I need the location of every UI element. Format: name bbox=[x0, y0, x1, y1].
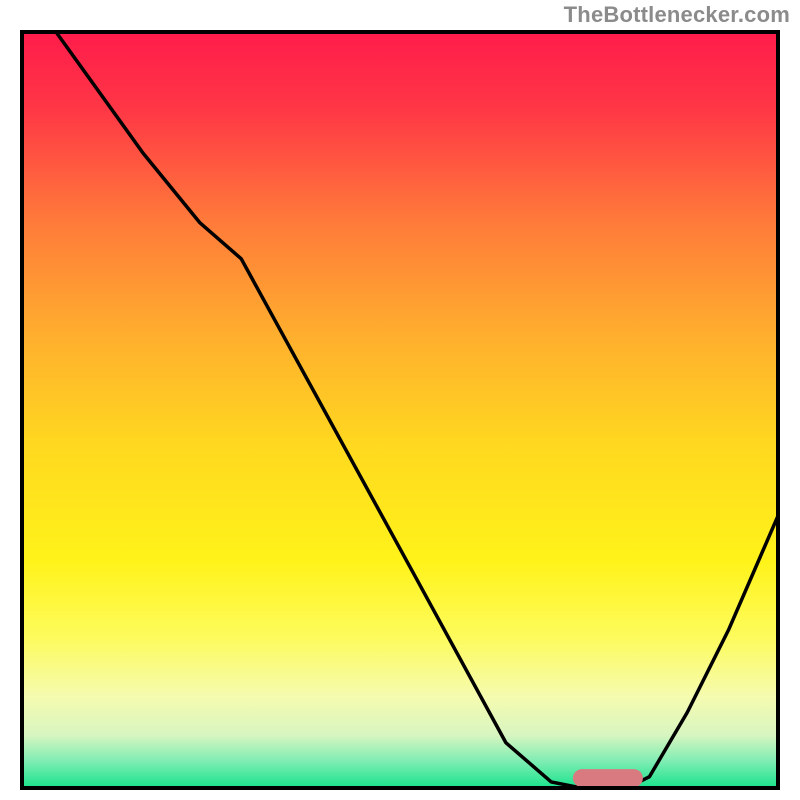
chart-svg bbox=[0, 0, 800, 800]
watermark-text: TheBottlenecker.com bbox=[564, 2, 790, 28]
optimal-range-marker bbox=[573, 769, 643, 787]
chart-stage: TheBottlenecker.com bbox=[0, 0, 800, 800]
